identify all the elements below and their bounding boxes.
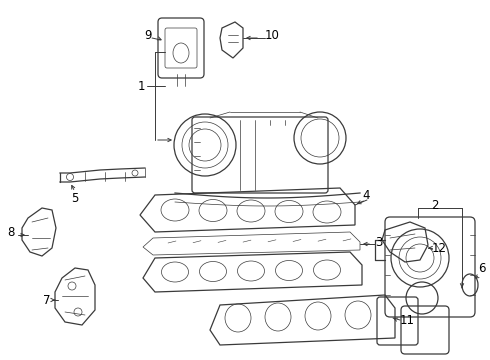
Text: 4: 4 (362, 189, 369, 202)
Text: 12: 12 (432, 242, 447, 255)
Text: 9: 9 (145, 28, 152, 41)
Text: 11: 11 (400, 314, 415, 327)
Text: 10: 10 (265, 28, 280, 41)
Text: 8: 8 (8, 225, 15, 239)
Text: 7: 7 (43, 293, 50, 306)
Text: 2: 2 (431, 198, 439, 212)
Text: 1: 1 (138, 80, 145, 93)
Text: 3: 3 (375, 235, 382, 248)
Text: 6: 6 (478, 261, 486, 274)
Text: 5: 5 (72, 192, 79, 205)
